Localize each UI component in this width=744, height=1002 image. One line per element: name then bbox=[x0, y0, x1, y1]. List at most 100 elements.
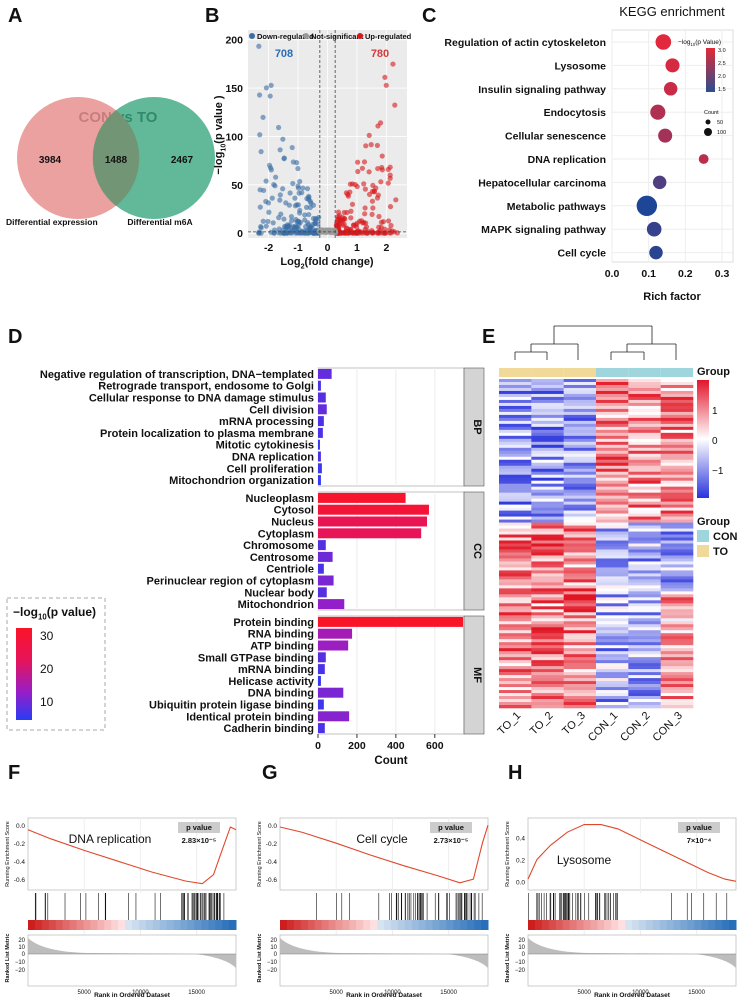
volcano-point bbox=[268, 82, 274, 88]
heatmap-cell bbox=[499, 555, 532, 559]
volcano-point bbox=[353, 230, 359, 236]
volcano-point bbox=[258, 225, 264, 231]
kegg-category-label: DNA replication bbox=[528, 154, 606, 166]
heatmap-cell bbox=[499, 399, 532, 404]
heatmap-cell bbox=[628, 462, 661, 467]
heatmap-cell bbox=[563, 657, 597, 661]
gsea-rank-band bbox=[694, 920, 702, 930]
heatmap-cell bbox=[499, 501, 532, 505]
heatmap-cell bbox=[531, 627, 564, 631]
heatmap-cell bbox=[531, 510, 564, 514]
volcano-ytick: 200 bbox=[225, 35, 243, 47]
heatmap-cell bbox=[628, 687, 661, 691]
heatmap-cell bbox=[563, 393, 597, 398]
heatmap-cell bbox=[596, 510, 629, 514]
heatmap-cell bbox=[628, 519, 661, 523]
gsea-rank-band bbox=[229, 920, 237, 930]
heatmap-cell bbox=[628, 657, 661, 661]
heatmap-cell bbox=[499, 453, 532, 458]
heatmap-cell bbox=[596, 699, 629, 703]
heatmap-cell bbox=[660, 576, 694, 580]
gsea-rank-band bbox=[680, 920, 688, 930]
volcano-point bbox=[378, 179, 384, 185]
kegg-title: KEGG enrichment bbox=[619, 4, 725, 19]
heatmap-cell bbox=[628, 645, 661, 649]
volcano-point bbox=[260, 114, 266, 120]
heatmap-cell bbox=[563, 379, 597, 383]
heatmap-cell bbox=[499, 615, 532, 619]
go-color-bar bbox=[16, 628, 32, 720]
heatmap-cell bbox=[499, 702, 532, 706]
volcano-ytick: 0 bbox=[237, 228, 243, 240]
heatmap-cell bbox=[563, 591, 597, 595]
heatmap-cell bbox=[660, 603, 694, 607]
heatmap-cell bbox=[563, 468, 597, 473]
heatmap-cell bbox=[563, 675, 597, 679]
heatmap-cell bbox=[563, 612, 597, 616]
gsea-ytick: -0.6 bbox=[266, 877, 278, 884]
volcano-point bbox=[271, 181, 277, 188]
gsea-rank-band bbox=[632, 920, 640, 930]
gsea-ylabel2: Ranked List Metric bbox=[5, 934, 11, 983]
volcano-point bbox=[349, 229, 355, 235]
gsea-rank-band bbox=[722, 920, 730, 930]
heatmap-cell bbox=[531, 387, 564, 392]
go-group-label: BP bbox=[471, 419, 483, 434]
heatmap-cell bbox=[660, 582, 694, 586]
heatmap-cell bbox=[499, 381, 532, 386]
heatmap-cell bbox=[596, 507, 629, 511]
heatmap-cell bbox=[628, 495, 661, 499]
volcano-point bbox=[344, 230, 350, 236]
heatmap-cell bbox=[531, 681, 564, 685]
heatmap-cell bbox=[596, 528, 629, 532]
gsea-rank-band bbox=[432, 920, 440, 930]
go-category-label: Mitochondrion bbox=[238, 599, 315, 611]
heatmap-cell bbox=[660, 507, 694, 511]
heatmap-cell bbox=[596, 576, 629, 580]
gsea-rank-band bbox=[411, 920, 420, 930]
volcano-point bbox=[304, 186, 311, 192]
volcano-point bbox=[308, 200, 314, 206]
gsea-rank-band bbox=[439, 920, 447, 930]
heatmap-cell bbox=[499, 495, 532, 499]
kegg-category-label: Cellular senescence bbox=[505, 131, 606, 143]
heatmap-cell bbox=[499, 462, 532, 467]
heatmap-cell bbox=[660, 567, 694, 571]
gsea-rank-band bbox=[467, 920, 475, 930]
heatmap-cell bbox=[628, 540, 661, 544]
heatmap-cell bbox=[499, 405, 532, 410]
heatmap-cell bbox=[531, 630, 564, 634]
volcano-point bbox=[290, 180, 296, 187]
heatmap-cell bbox=[531, 390, 564, 395]
heatmap-cell bbox=[499, 402, 532, 407]
heatmap-cell bbox=[596, 441, 629, 446]
heatmap-color-bar bbox=[697, 380, 709, 498]
heatmap-cell bbox=[628, 411, 661, 416]
gsea-rank-band bbox=[625, 920, 633, 930]
heatmap-cell bbox=[596, 570, 629, 574]
heatmap-cell bbox=[660, 588, 694, 592]
heatmap-cell bbox=[531, 672, 564, 676]
volcano-point bbox=[303, 204, 310, 210]
volcano-point bbox=[288, 229, 294, 236]
heatmap-cell bbox=[499, 447, 532, 452]
heatmap-cell bbox=[499, 507, 532, 511]
gsea-ytick2: 20 bbox=[18, 938, 25, 944]
volcano-point bbox=[295, 165, 301, 172]
heatmap-cell bbox=[596, 684, 629, 688]
heatmap-cell bbox=[563, 465, 597, 470]
heatmap-cell bbox=[660, 396, 694, 401]
volcano-point bbox=[284, 230, 290, 236]
go-bar bbox=[318, 380, 321, 391]
go-category-label: Nucleus bbox=[271, 517, 314, 529]
heatmap-cell bbox=[628, 516, 661, 520]
heatmap-cell bbox=[596, 501, 629, 505]
volcano-point bbox=[387, 172, 393, 178]
heatmap-cell bbox=[596, 429, 629, 434]
heatmap-cell bbox=[499, 654, 532, 658]
heatmap-cell bbox=[596, 432, 629, 437]
heatmap-cell bbox=[596, 591, 629, 595]
heatmap-cell bbox=[596, 615, 629, 619]
heatmap-cell bbox=[660, 555, 694, 559]
heatmap-cell bbox=[531, 537, 564, 541]
